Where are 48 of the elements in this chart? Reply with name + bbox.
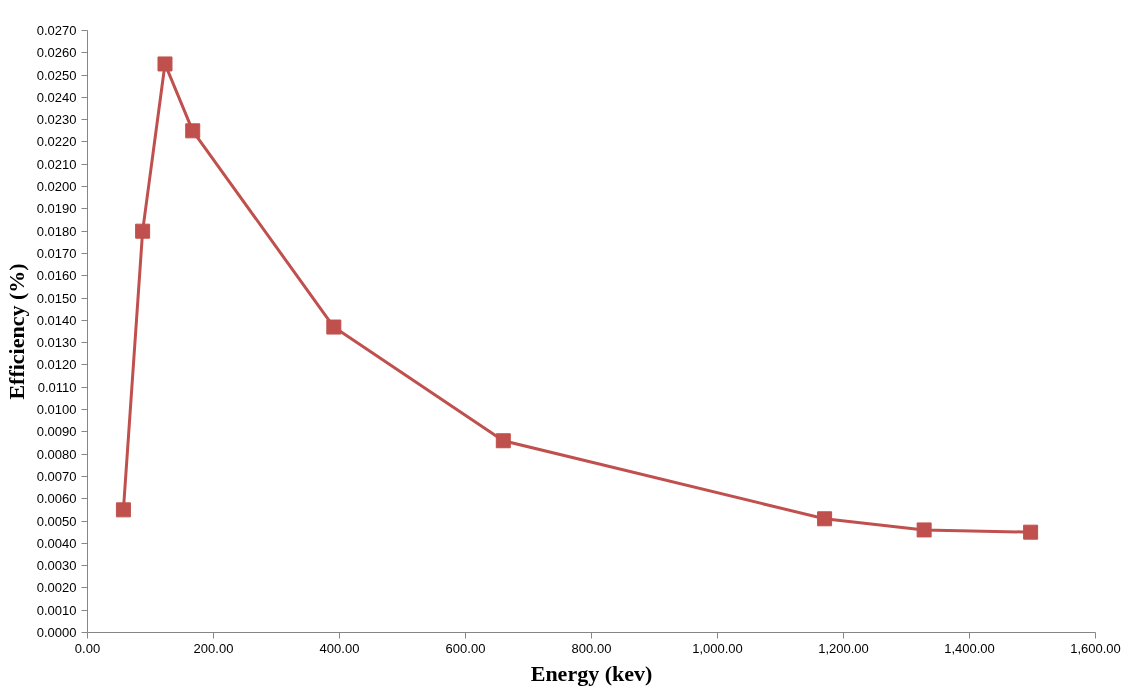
x-tick-label: 0.00	[74, 640, 101, 656]
y-tick-label: 0.0100	[36, 402, 77, 418]
x-tick-label: 400.00	[319, 640, 360, 656]
x-tick-label: 1,000.00	[692, 640, 743, 656]
y-tick-label: 0.0230	[36, 112, 77, 128]
point	[1023, 524, 1039, 540]
y-tick-label: 0.0030	[36, 558, 77, 574]
point	[326, 319, 342, 335]
y-tick-label: 0.0150	[36, 290, 77, 306]
y-tick-label: 0.0060	[36, 491, 77, 507]
y-tick-label: 0.0180	[36, 223, 77, 239]
y-tick-label: 0.0040	[36, 535, 77, 551]
y-tick-label: 0.0130	[36, 335, 77, 351]
y-tick-label: 0.0020	[36, 580, 77, 596]
y-tick-label: 0.0200	[36, 179, 77, 195]
x-tick-label: 1,400.00	[944, 640, 995, 656]
y-tick-label: 0.0270	[36, 23, 77, 38]
x-tick-label: 800.00	[571, 640, 612, 656]
y-tick-label: 0.0220	[36, 134, 77, 150]
x-axis-title: Energy (kev)	[530, 660, 653, 686]
point	[115, 502, 131, 518]
y-tick-label: 0.0080	[36, 446, 77, 462]
point	[135, 223, 151, 239]
point	[185, 123, 201, 139]
y-tick-label: 0.0250	[36, 67, 77, 83]
point	[495, 433, 511, 449]
x-tick-label: 600.00	[445, 640, 486, 656]
y-axis-title: Efficiency (%)	[3, 263, 29, 400]
y-tick-label: 0.0160	[36, 268, 77, 284]
y-tick-label: 0.0050	[36, 513, 77, 529]
x-tick-label: 200.00	[193, 640, 234, 656]
y-tick-label: 0.0240	[36, 89, 77, 105]
y-tick-label: 0.0010	[36, 602, 77, 618]
y-tick-label: 0.0000	[36, 625, 77, 640]
x-tick-label: 1,600.00	[1070, 640, 1121, 656]
y-tick-label: 0.0190	[36, 201, 77, 217]
point	[157, 56, 173, 72]
y-tick-label: 0.0070	[36, 468, 77, 484]
point	[916, 522, 932, 538]
point	[817, 511, 833, 527]
x-tick-label: 1,200.00	[818, 640, 869, 656]
y-tick-label: 0.0170	[36, 245, 77, 261]
y-tick-label: 0.0090	[36, 424, 77, 440]
y-tick-label: 0.0140	[36, 312, 77, 328]
y-tick-label: 0.0120	[36, 357, 77, 373]
y-tick-label: 0.0110	[37, 379, 77, 395]
y-tick-label: 0.0260	[36, 45, 77, 61]
y-tick-label: 0.0210	[36, 156, 77, 172]
